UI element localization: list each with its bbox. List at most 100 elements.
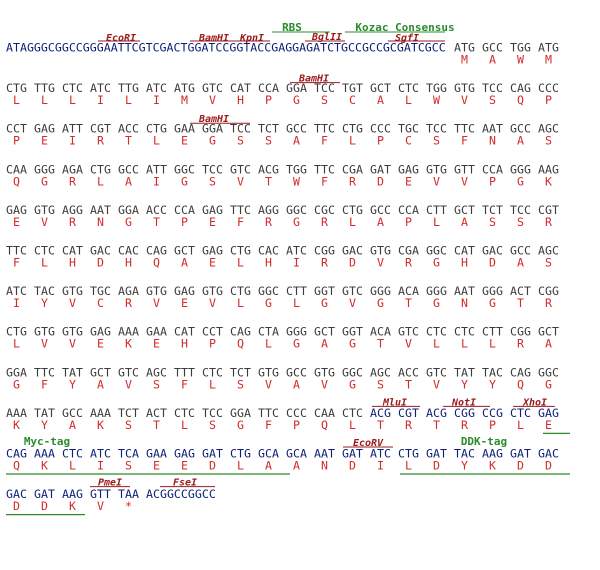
codon: TGG — [286, 162, 307, 176]
codon: TCT — [230, 365, 251, 379]
codon: CAA — [6, 162, 27, 176]
amino-acid: N — [461, 296, 468, 310]
codon: TAC — [34, 284, 55, 298]
codon: ATC — [286, 244, 307, 258]
amino-acid: A — [265, 459, 272, 473]
codon: GTG — [370, 244, 391, 258]
amino-acid: G — [293, 215, 300, 229]
amino-acid: L — [125, 93, 132, 107]
codon: GGC — [174, 162, 195, 176]
amino-acid: I — [69, 134, 76, 148]
codon: AAG — [62, 487, 83, 501]
codon: ATG — [538, 41, 559, 55]
codon: CTG — [146, 122, 167, 136]
codon: GTG — [258, 365, 279, 379]
codon: GGG — [286, 325, 307, 339]
codon: TTC — [6, 244, 27, 258]
codon: GTG — [62, 284, 83, 298]
codon: ACC — [146, 203, 167, 217]
amino-acid: S — [545, 256, 552, 270]
codon: GTG — [202, 284, 223, 298]
amino-acid: D — [377, 174, 384, 188]
codon: CCT — [202, 325, 223, 339]
codon: GCA — [286, 447, 307, 461]
amino-acid: V — [433, 377, 440, 391]
codon: AGA — [118, 284, 139, 298]
amino-acid: P — [13, 134, 20, 148]
amino-acid: V — [41, 215, 48, 229]
codon: GGC — [258, 284, 279, 298]
amino-acid: L — [405, 459, 412, 473]
amino-acid: G — [433, 296, 440, 310]
amino-acid: V — [69, 296, 76, 310]
codon: GTT — [454, 162, 475, 176]
amino-acid: L — [293, 296, 300, 310]
restriction-site: BamHI — [198, 114, 229, 125]
codon: CTC — [34, 244, 55, 258]
amino-acid: G — [265, 296, 272, 310]
amino-acid: W — [293, 174, 300, 188]
codon: GGC — [286, 203, 307, 217]
amino-acid: S — [153, 377, 160, 391]
codon: AAA — [90, 406, 111, 420]
codon: GGG — [370, 284, 391, 298]
codon: TCT — [482, 203, 503, 217]
codon: GGG — [34, 162, 55, 176]
amino-acid: G — [125, 215, 132, 229]
amino-acid: R — [461, 418, 468, 432]
amino-acid: S — [237, 377, 244, 391]
codon: GTC — [426, 365, 447, 379]
codon: ATT — [146, 162, 167, 176]
amino-acid: S — [321, 93, 328, 107]
amino-acid: V — [265, 377, 272, 391]
codon: CAA — [314, 406, 335, 420]
codon: GGG — [482, 284, 503, 298]
amino-acid: A — [517, 134, 524, 148]
codon: TAC — [454, 447, 475, 461]
feature-label: Myc-tag — [24, 435, 70, 448]
codon: CTC — [454, 325, 475, 339]
amino-acid: G — [349, 377, 356, 391]
amino-acid: P — [405, 215, 412, 229]
restriction-site: MluI — [382, 397, 407, 408]
amino-acid: V — [433, 174, 440, 188]
codon: TAA — [118, 487, 139, 501]
codon: CTT — [482, 325, 503, 339]
codon: GTG — [34, 203, 55, 217]
restriction-site: PmeI — [98, 478, 122, 489]
amino-acid: T — [405, 296, 412, 310]
amino-acid: L — [69, 459, 76, 473]
amino-acid: M — [181, 93, 188, 107]
amino-acid: H — [461, 256, 468, 270]
feature-label: DDK-tag — [461, 435, 507, 448]
amino-acid: G — [293, 337, 300, 351]
amino-acid: D — [433, 459, 440, 473]
amino-acid: V — [349, 296, 356, 310]
codon: GAA — [174, 122, 195, 136]
amino-acid: G — [293, 93, 300, 107]
amino-acid: A — [293, 459, 300, 473]
codon: TCC — [426, 122, 447, 136]
codon: CAC — [118, 244, 139, 258]
amino-acid: K — [489, 459, 496, 473]
amino-acid: D — [545, 459, 552, 473]
codon: GCT — [538, 325, 559, 339]
amino-acid: W — [433, 93, 440, 107]
codon: GAG — [34, 122, 55, 136]
codon: TGC — [90, 284, 111, 298]
amino-acid: R — [97, 134, 104, 148]
amino-acid: L — [237, 296, 244, 310]
codon: ATC — [90, 81, 111, 95]
codon: AGC — [146, 365, 167, 379]
codon: ACC — [398, 365, 419, 379]
codon: AAG — [538, 162, 559, 176]
codon: GCC — [62, 406, 83, 420]
codon: ACT — [146, 406, 167, 420]
restriction-site: EcoRI — [106, 33, 136, 44]
amino-acid: S — [209, 418, 216, 432]
codon: GAT — [426, 447, 447, 461]
amino-acid: F — [13, 256, 20, 270]
codon: CTG — [398, 447, 419, 461]
restriction-site: FseI — [173, 478, 197, 489]
amino-acid: I — [97, 459, 104, 473]
